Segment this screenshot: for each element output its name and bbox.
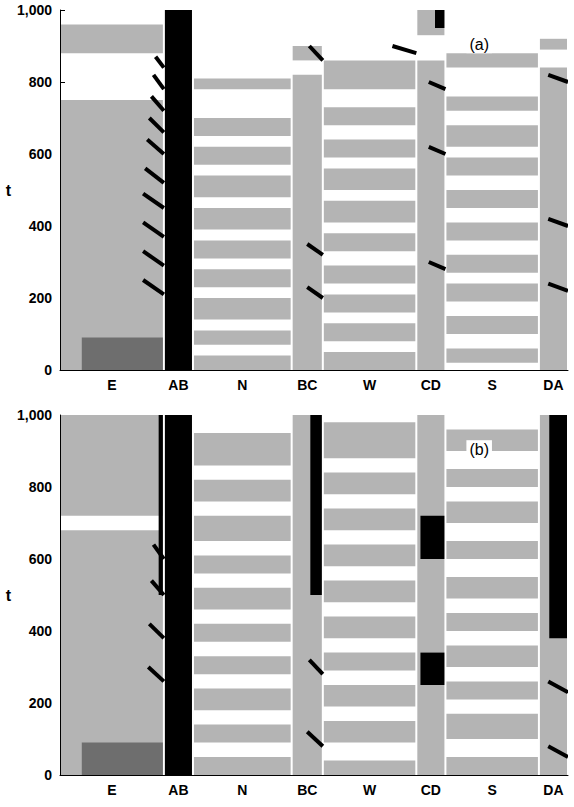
svg-text:(a): (a) bbox=[469, 36, 489, 53]
svg-text:CD: CD bbox=[421, 377, 441, 393]
svg-text:E: E bbox=[107, 782, 116, 798]
svg-text:400: 400 bbox=[29, 623, 53, 639]
svg-text:200: 200 bbox=[29, 695, 53, 711]
svg-text:W: W bbox=[363, 377, 377, 393]
svg-text:CD: CD bbox=[421, 782, 441, 798]
svg-text:600: 600 bbox=[29, 146, 53, 162]
svg-text:AB: AB bbox=[168, 782, 188, 798]
svg-text:t: t bbox=[6, 587, 12, 604]
svg-text:BC: BC bbox=[297, 377, 317, 393]
svg-text:400: 400 bbox=[29, 218, 53, 234]
svg-text:W: W bbox=[363, 782, 377, 798]
svg-text:t: t bbox=[6, 182, 12, 199]
svg-text:800: 800 bbox=[29, 74, 53, 90]
svg-text:1,000: 1,000 bbox=[17, 2, 52, 18]
svg-text:N: N bbox=[237, 782, 247, 798]
svg-text:0: 0 bbox=[44, 767, 52, 783]
svg-text:BC: BC bbox=[297, 782, 317, 798]
svg-text:E: E bbox=[107, 377, 116, 393]
svg-text:AB: AB bbox=[168, 377, 188, 393]
svg-text:600: 600 bbox=[29, 551, 53, 567]
svg-text:200: 200 bbox=[29, 290, 53, 306]
svg-text:DA: DA bbox=[543, 782, 563, 798]
svg-text:(b): (b) bbox=[469, 441, 489, 458]
svg-text:0: 0 bbox=[44, 362, 52, 378]
svg-text:S: S bbox=[487, 782, 496, 798]
svg-text:800: 800 bbox=[29, 479, 53, 495]
svg-text:N: N bbox=[237, 377, 247, 393]
svg-text:S: S bbox=[487, 377, 496, 393]
svg-text:DA: DA bbox=[543, 377, 563, 393]
svg-text:1,000: 1,000 bbox=[17, 407, 52, 423]
